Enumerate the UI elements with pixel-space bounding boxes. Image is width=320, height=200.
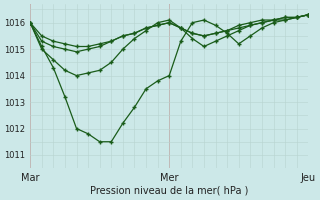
X-axis label: Pression niveau de la mer( hPa ): Pression niveau de la mer( hPa )	[90, 186, 248, 196]
